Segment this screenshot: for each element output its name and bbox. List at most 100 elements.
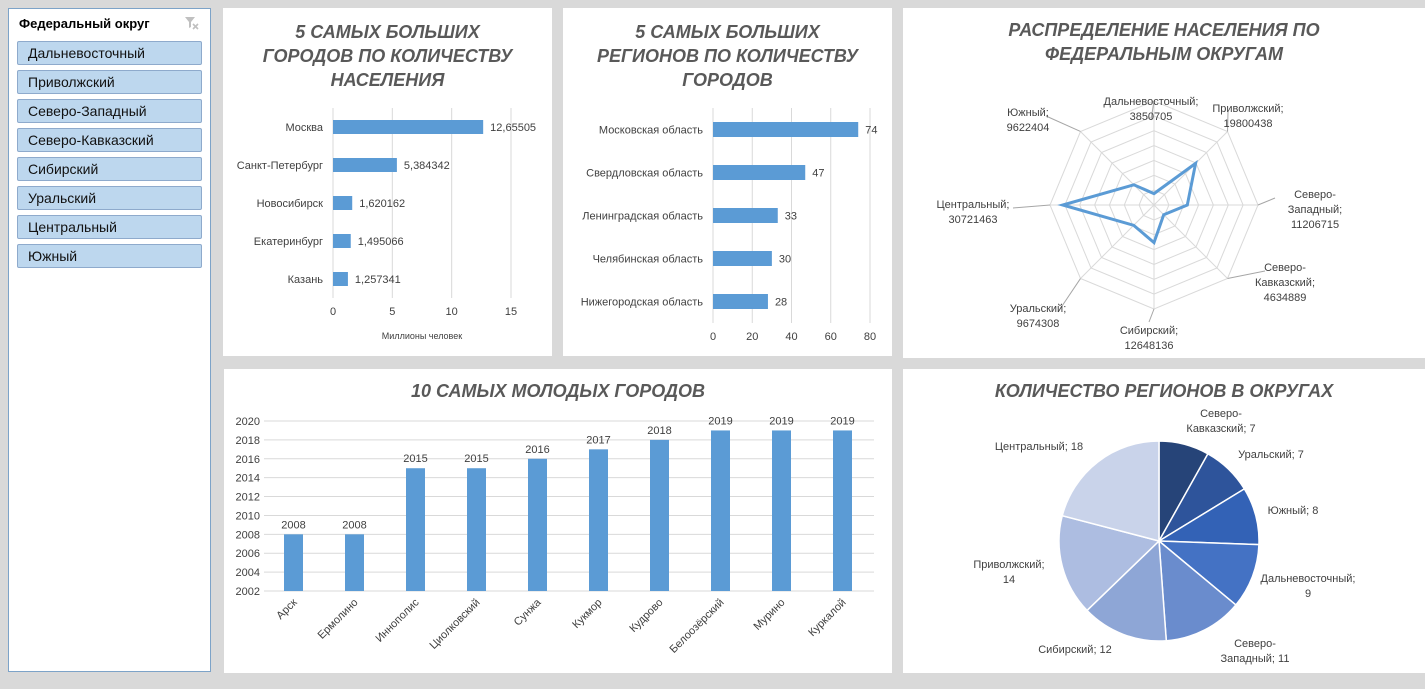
data-label: Дальневосточный; 9 [1261,573,1356,600]
slicer-title: Федеральный округ [19,16,150,31]
y-tick-label: 2020 [236,416,260,428]
category-label: Ленинградская область [582,211,703,223]
slicer-item-north-caucasian[interactable]: Северо-Кавказский [17,128,202,152]
data-label: 2018 [647,425,671,437]
data-label: 2015 [464,453,488,465]
leader-line [1150,100,1155,121]
regions-per-district-chart: КОЛИЧЕСТВО РЕГИОНОВ В ОКРУГАХ Северо-Кав… [903,369,1425,673]
data-label: 12,65505 [490,122,536,134]
data-label: 33 [785,211,797,223]
slicer-item-northwestern[interactable]: Северо-Западный [17,99,202,123]
y-tick-label: 2014 [236,473,260,485]
bar [713,165,806,180]
clear-filter-icon[interactable] [184,15,200,36]
federal-district-slicer: Федеральный округ Дальневосточный Привол… [8,8,211,672]
bar [650,439,669,591]
data-label: Уральский; 7 [1238,449,1304,461]
category-label: Санкт-Петербург [237,160,323,172]
bar [713,122,859,137]
title-line: 5 САМЫХ БОЛЬШИХ [635,22,820,42]
y-tick-label: 2004 [236,567,260,579]
data-label: Сибирский; 12648136 [1120,325,1178,352]
chart-title: РАСПРЕДЕЛЕНИЕ НАСЕЛЕНИЯ ПО ФЕДЕРАЛЬНЫМ О… [903,18,1425,66]
category-label: Нижегородская область [581,297,704,309]
category-label: Москва [285,122,323,134]
title-line: ФЕДЕРАЛЬНЫМ ОКРУГАМ [1045,44,1283,64]
leader-line [1227,270,1266,280]
radar-spoke [1080,131,1155,206]
slicer-item-southern[interactable]: Южный [17,244,202,268]
data-label: Центральный; 18 [995,441,1083,453]
data-label: Северо-Западный; 11 [1221,638,1290,665]
title-line: 5 САМЫХ БОЛЬШИХ [295,22,480,42]
data-label: Приволжский; 14 [973,559,1044,586]
category-label: Кукмор [570,597,604,631]
y-tick-label: 2002 [236,586,260,598]
bar [772,430,791,591]
bar [589,449,608,591]
data-label: Уральский; 9674308 [1010,303,1067,330]
youngest-cities-chart: 10 САМЫХ МОЛОДЫХ ГОРОДОВ 2002 2004 2006 200… [224,369,892,673]
data-label: 1,495066 [358,236,404,248]
data-label: 30 [779,254,791,266]
pie-slice [1158,539,1237,642]
category-label: Иннополис [373,596,421,644]
title-line: ГОРОДОВ [682,70,773,90]
data-label: Дальневосточный; 3850705 [1104,96,1199,123]
title-line: НАСЕЛЕНИЯ [330,70,445,90]
bar [833,430,852,591]
data-label: Северо-Кавказский; 7 [1186,408,1255,435]
bar [333,234,351,248]
bar [528,458,547,591]
slicer-item-siberian[interactable]: Сибирский [17,157,202,181]
slicer-item-volga[interactable]: Приволжский [17,70,202,94]
population-radar-chart: РАСПРЕДЕЛЕНИЕ НАСЕЛЕНИЯ ПО ФЕДЕРАЛЬНЫМ О… [903,8,1425,358]
x-axis-title: Миллионы человек [382,331,462,341]
radar-series-line [1057,159,1198,246]
title-line: 10 САМЫХ МОЛОДЫХ ГОРОДОВ [410,381,706,401]
data-label: 47 [812,168,824,180]
bar [284,534,303,591]
bar [713,208,778,223]
data-label: 5,384342 [404,160,450,172]
x-tick-label: 60 [825,331,837,343]
bar [345,534,364,591]
category-label: Куркалой [806,597,848,639]
radar-spoke [1153,204,1228,279]
category-label: Белоозёрский [668,597,727,656]
category-label: Казань [288,274,324,286]
bar [713,251,772,266]
data-label: Северо-Кавказский; 4634889 [1255,262,1315,304]
category-label: Циолковский [428,597,483,652]
x-tick-label: 15 [505,306,517,318]
category-label: Мурино [751,597,787,633]
slicer-item-far-eastern[interactable]: Дальневосточный [17,41,202,65]
data-label: Сибирский; 12 [1038,644,1112,656]
slicer-item-ural[interactable]: Уральский [17,186,202,210]
leader-line [1057,278,1081,313]
category-label: Челябинская область [593,254,704,266]
category-label: Ермолино [316,597,361,642]
pie-slice [1085,539,1168,642]
x-tick-label: 10 [446,306,458,318]
youngest-cities-plot: 2002 2004 2006 2008 2010 2012 2014 2016 2018 2020… [236,415,874,656]
data-label: 2017 [586,434,610,446]
data-label: Приволжский; 19800438 [1212,103,1283,130]
category-label: Арск [274,597,299,622]
largest-regions-chart: 5 САМЫХ БОЛЬШИХ РЕГИОНОВ ПО КОЛИЧЕСТВУ Г… [563,8,892,356]
y-tick-label: 2008 [236,529,260,541]
data-label: Северо-Западный; 11206715 [1288,189,1342,231]
category-label: Екатеринбург [254,236,323,248]
slicer-header: Федеральный округ [9,9,210,39]
x-tick-label: 40 [785,331,797,343]
bar [333,158,397,172]
x-tick-label: 80 [864,331,876,343]
data-label: 1,620162 [359,198,405,210]
bar [713,294,768,309]
leader-line [1012,204,1051,209]
slicer-item-central[interactable]: Центральный [17,215,202,239]
data-label: Южный; 8 [1268,505,1319,517]
chart-title: 10 САМЫХ МОЛОДЫХ ГОРОДОВ [224,379,892,403]
title-line: КОЛИЧЕСТВО РЕГИОНОВ В ОКРУГАХ [994,381,1334,401]
data-label: 1,257341 [355,274,401,286]
